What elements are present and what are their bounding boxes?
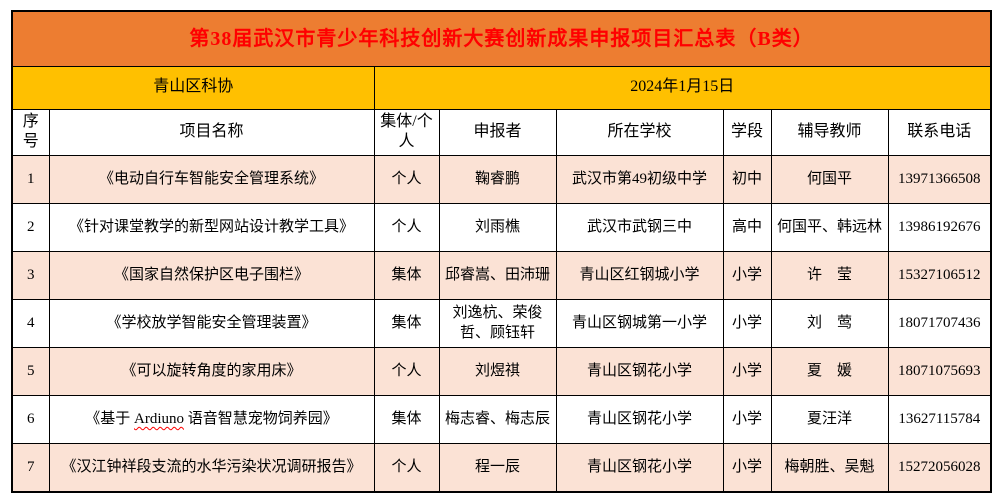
cell-no: 7 [11, 443, 50, 493]
cell-group: 集体 [373, 395, 440, 445]
cell-teachers: 夏汪洋 [770, 395, 889, 445]
cell-phone: 13971366508 [887, 155, 992, 205]
banner-row: 第38届武汉市青少年科技创新大赛创新成果申报项目汇总表（B类） [11, 10, 992, 67]
cell-stage: 小学 [722, 443, 772, 493]
cell-applicants: 刘煜祺 [438, 347, 557, 397]
cell-stage: 小学 [722, 395, 772, 445]
cell-school: 武汉市第49初级中学 [555, 155, 724, 205]
header-applicants: 申报者 [438, 108, 557, 157]
table-row: 2 《针对课堂教学的新型网站设计教学工具》 个人 刘雨樵 武汉市武钢三中 高中 何国平、韩远… [11, 203, 992, 253]
cell-phone: 15272056028 [887, 443, 992, 493]
cell-project: 《汉江钟祥段支流的水华污染状况调研报告》 [48, 443, 375, 493]
cell-applicants: 梅志睿、梅志辰 [438, 395, 557, 445]
cell-project: 《国家自然保护区电子围栏》 [48, 251, 375, 301]
table-row: 1 《电动自行车智能安全管理系统》 个人 鞠睿鹏 武汉市第49初级中学 初中 何国平 1397… [11, 155, 992, 205]
cell-applicants: 邱睿嵩、田沛珊 [438, 251, 557, 301]
cell-teachers: 何国平、韩远林 [770, 203, 889, 253]
cell-school: 青山区钢城第一小学 [555, 299, 724, 349]
cell-project: 《基于 Ardiuno 语音智慧宠物饲养园》 [48, 395, 375, 445]
header-phone: 联系电话 [887, 108, 992, 157]
table-row: 5 《可以旋转角度的家用床》 个人 刘煜祺 青山区钢花小学 小学夏 媛 1807107569… [11, 347, 992, 397]
table-body: 1 《电动自行车智能安全管理系统》 个人 鞠睿鹏 武汉市第49初级中学 初中 何国平 1397… [11, 155, 992, 493]
cell-group: 个人 [373, 347, 440, 397]
cell-school: 青山区钢花小学 [555, 347, 724, 397]
cell-group: 个人 [373, 443, 440, 493]
cell-school: 青山区红钢城小学 [555, 251, 724, 301]
cell-stage: 小学 [722, 347, 772, 397]
cell-phone: 13986192676 [887, 203, 992, 253]
cell-teachers: 许 莹 [770, 251, 889, 301]
table-row: 3 《国家自然保护区电子围栏》 集体 邱睿嵩、田沛珊 青山区红钢城小学 小学许 莹 1532… [11, 251, 992, 301]
cell-phone: 18071075693 [887, 347, 992, 397]
header-stage: 学段 [722, 108, 772, 157]
project-text: 《基于 [85, 410, 134, 427]
cell-stage: 初中 [722, 155, 772, 205]
cell-phone: 15327106512 [887, 251, 992, 301]
project-text: 语音智慧宠物饲养园》 [184, 410, 338, 427]
table-row: 7 《汉江钟祥段支流的水华污染状况调研报告》 个人 程一辰 青山区钢花小学 小学 梅朝胜、吴… [11, 443, 992, 493]
organization-cell: 青山区科协 [11, 65, 375, 110]
table-row: 4 《学校放学智能安全管理装置》 集体 刘逸杭、荣俊哲、顾钰轩 青山区钢城第一小学 小学刘… [11, 299, 992, 349]
cell-group: 集体 [373, 251, 440, 301]
cell-project: 《可以旋转角度的家用床》 [48, 347, 375, 397]
cell-applicants: 程一辰 [438, 443, 557, 493]
column-header-row: 序号 项目名称 集体/个人 申报者 所在学校 学段 辅导教师 联系电话 [11, 108, 992, 157]
date-cell: 2024年1月15日 [373, 65, 992, 110]
cell-teachers: 夏 媛 [770, 347, 889, 397]
cell-school: 青山区钢花小学 [555, 395, 724, 445]
summary-sheet: 第38届武汉市青少年科技创新大赛创新成果申报项目汇总表（B类） 青山区科协 20… [11, 10, 993, 493]
misspelled-word: Ardiuno [134, 410, 184, 427]
cell-no: 4 [11, 299, 50, 349]
cell-project: 《学校放学智能安全管理装置》 [48, 299, 375, 349]
cell-no: 6 [11, 395, 50, 445]
cell-phone: 13627115784 [887, 395, 992, 445]
header-group: 集体/个人 [373, 108, 440, 157]
header-project: 项目名称 [48, 108, 375, 157]
subheader-row: 青山区科协 2024年1月15日 [11, 65, 992, 110]
cell-teachers: 何国平 [770, 155, 889, 205]
cell-teachers: 刘 莺 [770, 299, 889, 349]
cell-school: 武汉市武钢三中 [555, 203, 724, 253]
cell-no: 1 [11, 155, 50, 205]
cell-applicants: 鞠睿鹏 [438, 155, 557, 205]
cell-project: 《针对课堂教学的新型网站设计教学工具》 [48, 203, 375, 253]
table-row: 6 《基于 Ardiuno 语音智慧宠物饲养园》 集体 梅志睿、梅志辰 青山区钢花小学小… [11, 395, 992, 445]
cell-applicants: 刘逸杭、荣俊哲、顾钰轩 [438, 299, 557, 349]
cell-no: 3 [11, 251, 50, 301]
cell-group: 个人 [373, 155, 440, 205]
cell-project: 《电动自行车智能安全管理系统》 [48, 155, 375, 205]
cell-school: 青山区钢花小学 [555, 443, 724, 493]
cell-group: 个人 [373, 203, 440, 253]
cell-phone: 18071707436 [887, 299, 992, 349]
cell-stage: 小学 [722, 251, 772, 301]
cell-teachers: 梅朝胜、吴魁 [770, 443, 889, 493]
header-teachers: 辅导教师 [770, 108, 889, 157]
cell-no: 5 [11, 347, 50, 397]
cell-stage: 小学 [722, 299, 772, 349]
cell-applicants: 刘雨樵 [438, 203, 557, 253]
cell-stage: 高中 [722, 203, 772, 253]
header-school: 所在学校 [555, 108, 724, 157]
header-no: 序号 [11, 108, 50, 157]
projects-table: 第38届武汉市青少年科技创新大赛创新成果申报项目汇总表（B类） 青山区科协 20… [11, 10, 993, 493]
cell-no: 2 [11, 203, 50, 253]
page-title: 第38届武汉市青少年科技创新大赛创新成果申报项目汇总表（B类） [11, 10, 992, 67]
cell-group: 集体 [373, 299, 440, 349]
